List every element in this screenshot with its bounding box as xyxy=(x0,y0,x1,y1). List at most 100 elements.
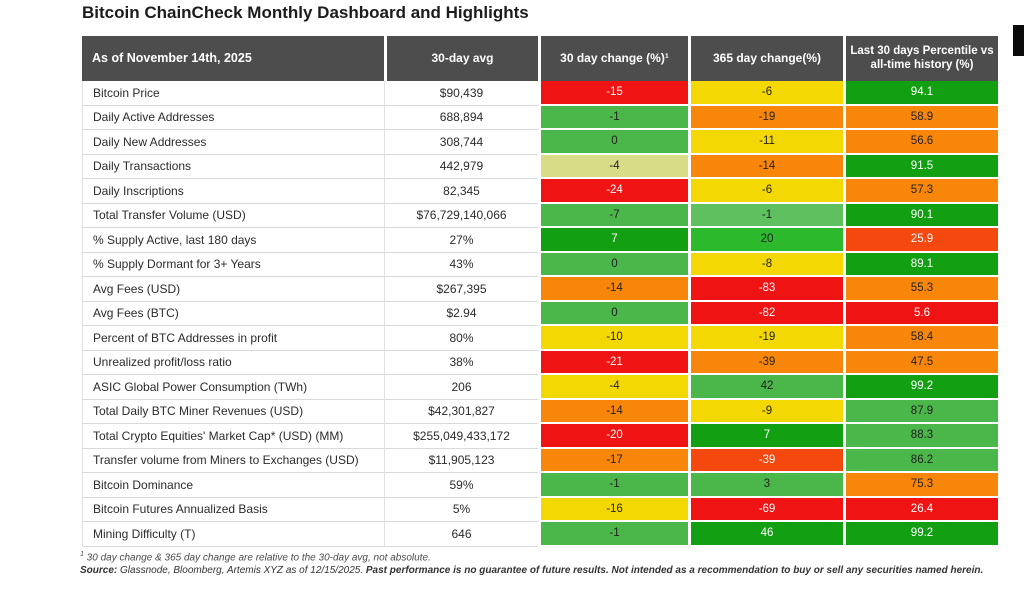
metric-label: Unrealized profit/loss ratio xyxy=(82,350,384,375)
change-30day-cell: 7 xyxy=(538,228,688,253)
change-365day-cell: -82 xyxy=(688,301,843,326)
metric-label: Bitcoin Futures Annualized Basis xyxy=(82,497,384,522)
change-365day-cell: -8 xyxy=(688,252,843,277)
avg-value: 308,744 xyxy=(384,130,538,155)
avg-value: $76,729,140,066 xyxy=(384,203,538,228)
metric-label: Total Crypto Equities' Market Cap* (USD)… xyxy=(82,424,384,449)
metric-label: Total Daily BTC Miner Revenues (USD) xyxy=(82,399,384,424)
change-365day-cell: -6 xyxy=(688,179,843,204)
avg-value: 442,979 xyxy=(384,154,538,179)
change-30day-cell: -7 xyxy=(538,203,688,228)
change-30day-cell: 0 xyxy=(538,252,688,277)
change-30day-cell: 0 xyxy=(538,130,688,155)
change-365day-cell: 7 xyxy=(688,424,843,449)
table-row: Daily New Addresses 308,744 0 -11 56.6 xyxy=(82,130,998,155)
table-row: Bitcoin Dominance 59% -1 3 75.3 xyxy=(82,473,998,498)
avg-value: $2.94 xyxy=(384,301,538,326)
dashboard-table: As of November 14th, 2025 30-day avg 30 … xyxy=(82,36,998,547)
metric-label: Transfer volume from Miners to Exchanges… xyxy=(82,448,384,473)
metric-label: Daily New Addresses xyxy=(82,130,384,155)
metric-label: Avg Fees (USD) xyxy=(82,277,384,302)
metric-label: Bitcoin Dominance xyxy=(82,473,384,498)
change-365day-cell: -11 xyxy=(688,130,843,155)
header-cell-asof: As of November 14th, 2025 xyxy=(82,36,384,81)
change-30day-cell: -1 xyxy=(538,473,688,498)
change-365day-cell: -14 xyxy=(688,154,843,179)
table-row: Percent of BTC Addresses in profit 80% -… xyxy=(82,326,998,351)
header-cell-30day-change: 30 day change (%)¹ xyxy=(538,36,688,81)
change-365day-cell: -83 xyxy=(688,277,843,302)
table-row: Total Transfer Volume (USD) $76,729,140,… xyxy=(82,203,998,228)
percentile-cell: 99.2 xyxy=(843,375,998,400)
avg-value: $11,905,123 xyxy=(384,448,538,473)
change-365day-cell: -1 xyxy=(688,203,843,228)
change-365day-cell: -6 xyxy=(688,81,843,106)
table-row: Bitcoin Price $90,439 -15 -6 94.1 xyxy=(82,81,998,106)
change-30day-cell: -20 xyxy=(538,424,688,449)
metric-label: Daily Transactions xyxy=(82,154,384,179)
change-365day-cell: 20 xyxy=(688,228,843,253)
table-row: % Supply Dormant for 3+ Years 43% 0 -8 8… xyxy=(82,252,998,277)
change-30day-cell: -1 xyxy=(538,522,688,547)
metric-label: Avg Fees (BTC) xyxy=(82,301,384,326)
window-artifact xyxy=(1013,25,1024,56)
source-text: Glassnode, Bloomberg, Artemis XYZ as of … xyxy=(117,565,366,576)
table-row: % Supply Active, last 180 days 27% 7 20 … xyxy=(82,228,998,253)
avg-value: $255,049,433,172 xyxy=(384,424,538,449)
avg-value: 43% xyxy=(384,252,538,277)
table-row: ASIC Global Power Consumption (TWh) 206 … xyxy=(82,375,998,400)
change-365day-cell: -19 xyxy=(688,326,843,351)
avg-value: $267,395 xyxy=(384,277,538,302)
percentile-cell: 89.1 xyxy=(843,252,998,277)
metric-label: Percent of BTC Addresses in profit xyxy=(82,326,384,351)
change-30day-cell: -21 xyxy=(538,350,688,375)
metric-label: Daily Active Addresses xyxy=(82,105,384,130)
change-30day-cell: 0 xyxy=(538,301,688,326)
change-30day-cell: -10 xyxy=(538,326,688,351)
change-365day-cell: -39 xyxy=(688,350,843,375)
change-30day-cell: -14 xyxy=(538,277,688,302)
percentile-cell: 47.5 xyxy=(843,350,998,375)
disclaimer-text: Past performance is no guarantee of futu… xyxy=(365,565,984,576)
percentile-cell: 55.3 xyxy=(843,277,998,302)
avg-value: 82,345 xyxy=(384,179,538,204)
change-30day-cell: -4 xyxy=(538,154,688,179)
change-365day-cell: 46 xyxy=(688,522,843,547)
table-row: Transfer volume from Miners to Exchanges… xyxy=(82,448,998,473)
change-30day-cell: -24 xyxy=(538,179,688,204)
percentile-cell: 90.1 xyxy=(843,203,998,228)
percentile-cell: 58.9 xyxy=(843,105,998,130)
change-365day-cell: -19 xyxy=(688,105,843,130)
metric-label: Bitcoin Price xyxy=(82,81,384,106)
change-30day-cell: -17 xyxy=(538,448,688,473)
avg-value: 5% xyxy=(384,497,538,522)
footnote-text: 30 day change & 365 day change are relat… xyxy=(83,552,431,564)
percentile-cell: 87.9 xyxy=(843,399,998,424)
change-30day-cell: -16 xyxy=(538,497,688,522)
avg-value: 27% xyxy=(384,228,538,253)
table-header-row: As of November 14th, 2025 30-day avg 30 … xyxy=(82,36,998,81)
metric-label: ASIC Global Power Consumption (TWh) xyxy=(82,375,384,400)
change-365day-cell: -9 xyxy=(688,399,843,424)
header-cell-percentile: Last 30 days Percentile vs all-time hist… xyxy=(843,36,998,81)
change-30day-cell: -4 xyxy=(538,375,688,400)
footnote-methodology: 1 30 day change & 365 day change are rel… xyxy=(80,551,431,563)
percentile-cell: 26.4 xyxy=(843,497,998,522)
avg-value: 206 xyxy=(384,375,538,400)
percentile-cell: 88.3 xyxy=(843,424,998,449)
page-title: Bitcoin ChainCheck Monthly Dashboard and… xyxy=(82,3,529,22)
percentile-cell: 56.6 xyxy=(843,130,998,155)
percentile-cell: 57.3 xyxy=(843,179,998,204)
metric-label: Daily Inscriptions xyxy=(82,179,384,204)
metric-label: % Supply Dormant for 3+ Years xyxy=(82,252,384,277)
percentile-cell: 5.6 xyxy=(843,301,998,326)
percentile-cell: 99.2 xyxy=(843,522,998,547)
table-row: Daily Active Addresses 688,894 -1 -19 58… xyxy=(82,105,998,130)
table-row: Total Daily BTC Miner Revenues (USD) $42… xyxy=(82,399,998,424)
table-row: Avg Fees (BTC) $2.94 0 -82 5.6 xyxy=(82,301,998,326)
avg-value: $42,301,827 xyxy=(384,399,538,424)
percentile-cell: 86.2 xyxy=(843,448,998,473)
table-row: Unrealized profit/loss ratio 38% -21 -39… xyxy=(82,350,998,375)
table-row: Total Crypto Equities' Market Cap* (USD)… xyxy=(82,424,998,449)
percentile-cell: 25.9 xyxy=(843,228,998,253)
